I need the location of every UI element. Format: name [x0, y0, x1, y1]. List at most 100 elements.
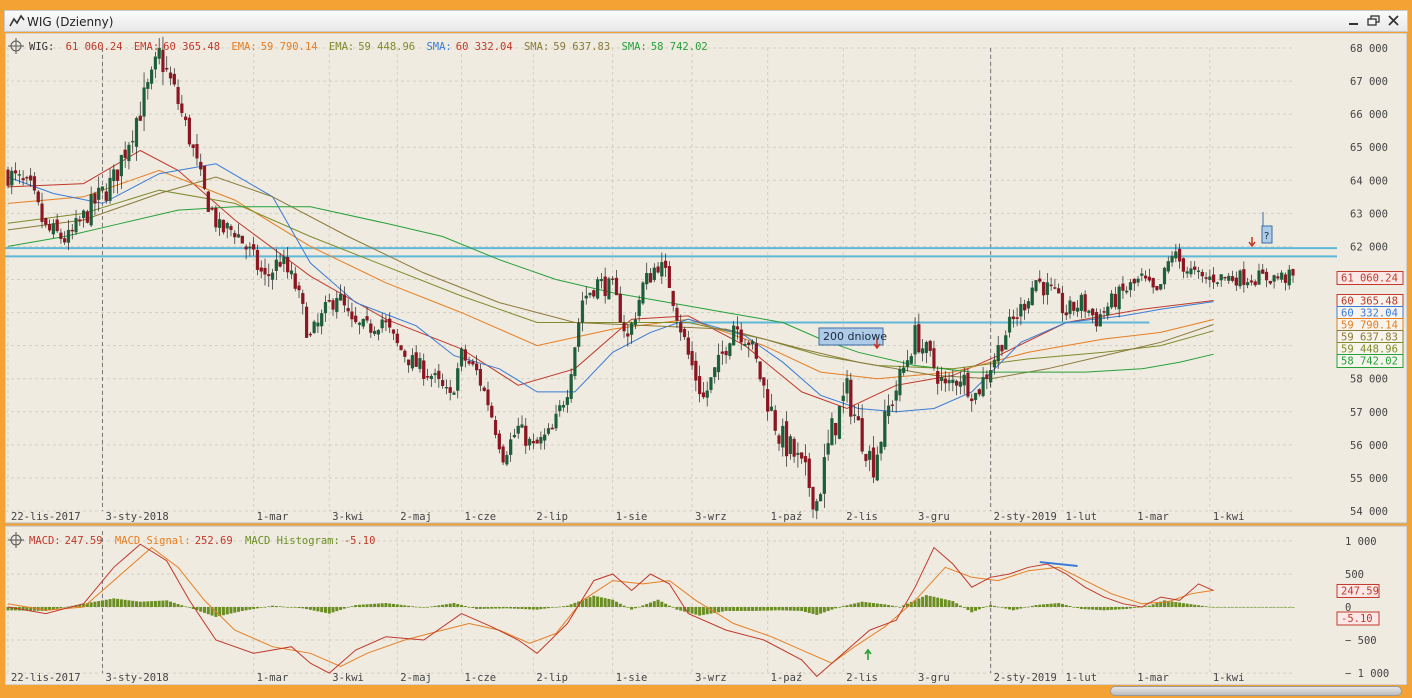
minimize-icon[interactable] — [1347, 15, 1361, 27]
histogram-bar — [1000, 607, 1004, 608]
candle — [894, 380, 898, 413]
macd-legend: MACD: 247.59 MACD Signal: 252.69 MACD Hist… — [29, 535, 375, 547]
candle — [505, 451, 509, 467]
window-titlebar[interactable]: WIG (Dzienny) — [4, 10, 1408, 32]
value-tag: 59 790.14 — [1336, 318, 1404, 333]
candle — [1011, 309, 1015, 328]
histogram-bar — [890, 605, 894, 607]
histogram-bar — [898, 607, 902, 608]
histogram-bar — [32, 607, 36, 611]
candle — [811, 486, 815, 518]
histogram-bar — [350, 606, 354, 607]
candle — [1208, 269, 1212, 288]
date-tick-label: 1-sie — [616, 672, 648, 684]
candle — [1283, 272, 1288, 291]
value-tag: 60 332.04 — [1336, 306, 1404, 321]
histogram-bar — [475, 607, 479, 609]
histogram-bar — [584, 598, 588, 607]
histogram-bar — [456, 604, 460, 607]
histogram-bar — [815, 607, 819, 615]
close-icon[interactable] — [1387, 15, 1401, 27]
histogram-bar — [633, 607, 637, 609]
divergence-line[interactable] — [1039, 561, 1078, 568]
ma-line-0 — [7, 149, 1214, 410]
histogram-bar — [558, 606, 562, 608]
histogram-bar — [369, 604, 373, 607]
candle — [936, 366, 940, 395]
candle — [278, 252, 282, 268]
legend-label: EMA: — [231, 41, 256, 53]
annotation-200-day[interactable]: 200 dniowe — [818, 327, 887, 346]
histogram-bar — [437, 605, 441, 607]
histogram-bar — [909, 601, 913, 607]
histogram-bar — [686, 607, 690, 613]
histogram-bar — [354, 605, 358, 607]
histogram-bar — [1193, 604, 1197, 607]
histogram-bar — [1038, 604, 1042, 607]
crosshair-icon[interactable] — [8, 38, 24, 54]
candle — [157, 38, 161, 65]
candle — [399, 344, 403, 351]
candle — [852, 405, 857, 423]
legend-value: 60 332.04 — [456, 41, 513, 53]
histogram-bar — [1053, 603, 1057, 607]
histogram-bar — [981, 607, 985, 608]
histogram-bar — [728, 607, 732, 611]
candle — [641, 280, 645, 306]
candle — [860, 404, 864, 455]
histogram-bar — [422, 607, 426, 608]
horizontal-scrollbar[interactable] — [1110, 686, 1402, 696]
histogram-bar — [89, 602, 93, 607]
candle — [252, 237, 256, 256]
histogram-bar — [599, 597, 603, 607]
histogram-bar — [611, 599, 615, 607]
candle — [1083, 290, 1087, 318]
candle — [747, 340, 751, 358]
candle — [981, 367, 985, 398]
candle — [161, 36, 165, 86]
candle — [716, 343, 721, 381]
histogram-bar — [1144, 606, 1148, 607]
candle — [675, 304, 679, 328]
candle — [1185, 266, 1189, 278]
date-tick-label: 22-lis-2017 — [11, 511, 81, 523]
legend-value: 59 637.83 — [553, 41, 610, 53]
histogram-bar — [1049, 603, 1053, 607]
histogram-bar — [777, 607, 781, 611]
candle — [970, 393, 974, 412]
question-marker[interactable]: ? — [1261, 212, 1273, 244]
histogram-bar — [871, 603, 875, 607]
crosshair-icon[interactable] — [8, 532, 24, 548]
histogram-bar — [142, 601, 146, 607]
candle — [221, 219, 226, 235]
candle — [1004, 330, 1008, 350]
candle — [958, 371, 963, 395]
candle — [354, 307, 358, 324]
candle — [467, 356, 471, 366]
histogram-bar — [131, 600, 135, 607]
restore-icon[interactable] — [1367, 15, 1381, 27]
candle — [1200, 269, 1204, 283]
histogram-bar — [305, 607, 309, 610]
legend-value: 58 742.02 — [651, 41, 708, 53]
macd-panel[interactable]: − 1 000 − 500 0 500 1 000 22-lis-2017 3-sty-2… — [5, 525, 1407, 685]
candle — [112, 164, 116, 194]
candle — [822, 443, 826, 508]
candle — [1121, 276, 1125, 299]
candle — [388, 312, 392, 333]
histogram-bar — [826, 607, 830, 611]
candle — [459, 346, 464, 372]
candle — [898, 365, 902, 402]
histogram-bar — [1272, 607, 1276, 608]
candle — [407, 359, 411, 373]
candle — [626, 324, 630, 347]
histogram-bar — [788, 607, 792, 611]
candle — [316, 313, 320, 333]
candle — [966, 368, 970, 399]
date-tick-label: 2-sty-2019 — [994, 672, 1057, 684]
histogram-bar — [962, 607, 966, 608]
marker-label: ? — [1264, 231, 1269, 242]
candle — [800, 452, 804, 464]
